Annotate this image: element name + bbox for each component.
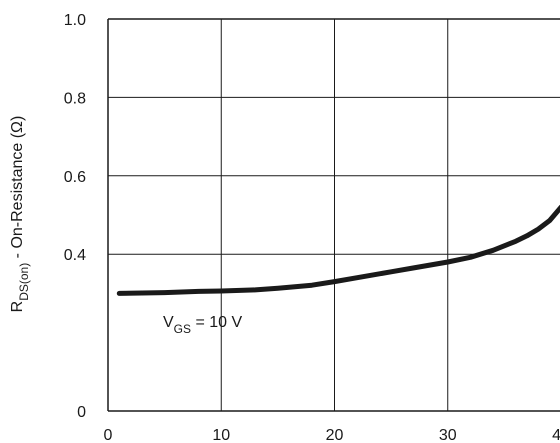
x-tick-label-20: 20 <box>326 427 344 443</box>
x-tick-label-40: 40 <box>552 427 560 443</box>
plot-frame <box>107 18 560 412</box>
series-annotation: VGS = 10 V <box>163 314 242 336</box>
annotation-text: = 10 V <box>191 314 242 331</box>
grid-lines <box>108 19 560 411</box>
series-layer <box>116 204 560 296</box>
y-axis-label-text: - On-Resistance (Ω) <box>9 116 26 263</box>
x-tick-label-30: 30 <box>439 427 457 443</box>
y-axis-label: RDS(on) - On-Resistance (Ω) <box>9 116 31 313</box>
x-tick-label-10: 10 <box>212 427 230 443</box>
y-axis-ticks: 0 0.4 0.6 0.8 1.0 <box>64 12 86 421</box>
y-axis-label-subscript: DS(on) <box>17 263 31 301</box>
series-line-0 <box>116 204 560 296</box>
y-tick-label-0.4: 0.4 <box>64 247 86 264</box>
x-tick-label-0: 0 <box>104 427 113 443</box>
y-tick-label-0: 0 <box>77 404 86 421</box>
x-axis-ticks: 0 10 20 30 40 <box>104 427 560 443</box>
annotation-main: V <box>163 314 174 331</box>
y-tick-label-1.0: 1.0 <box>64 12 86 29</box>
y-axis-label-main: R <box>9 301 26 313</box>
annotation-subscript: GS <box>174 322 191 336</box>
y-tick-label-0.6: 0.6 <box>64 169 86 186</box>
y-tick-label-0.8: 0.8 <box>64 90 86 107</box>
